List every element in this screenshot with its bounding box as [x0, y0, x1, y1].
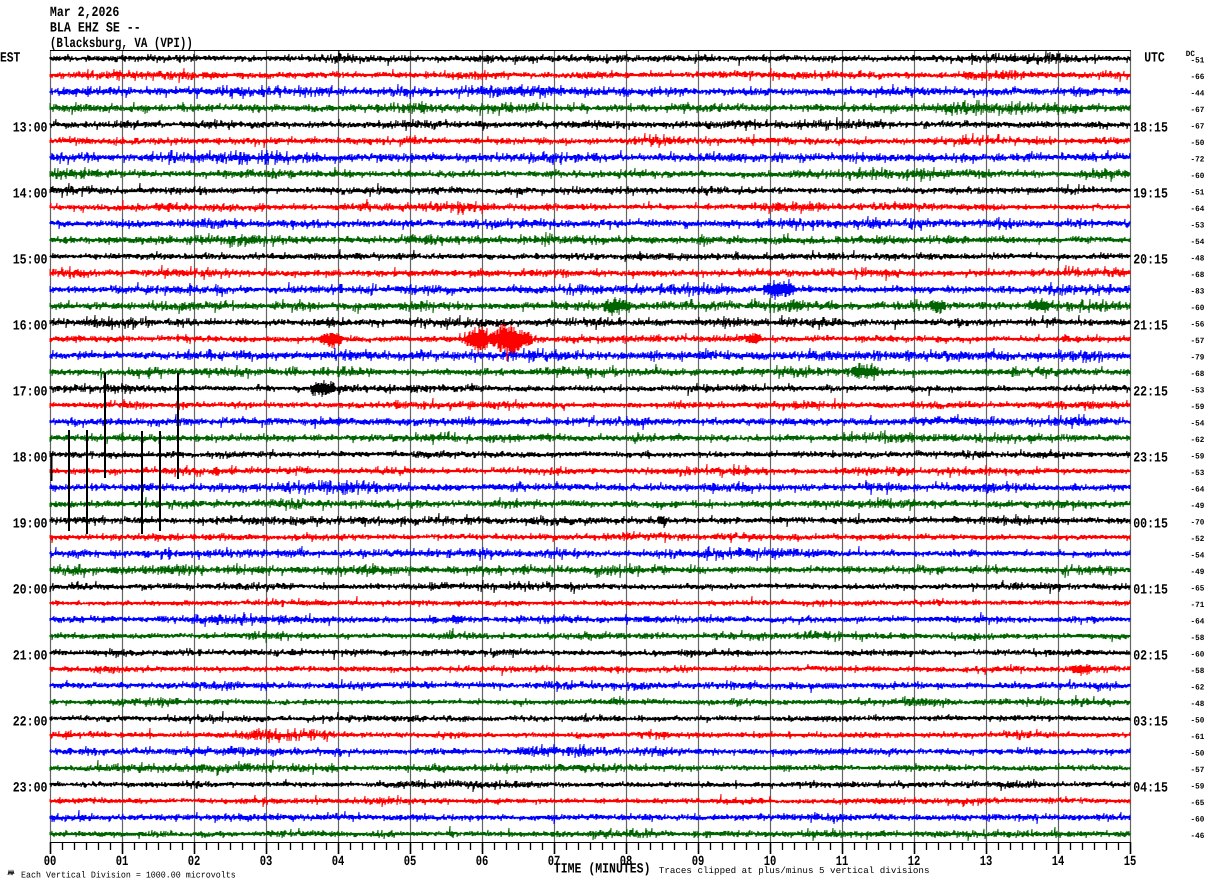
svg-text:14: 14: [1052, 854, 1065, 870]
svg-text:-66: -66: [1191, 73, 1205, 82]
svg-text:04: 04: [332, 854, 345, 870]
svg-text:-48: -48: [1191, 254, 1205, 263]
svg-text:UTC: UTC: [1144, 51, 1165, 67]
svg-text:-59: -59: [1191, 782, 1205, 791]
svg-text:-60: -60: [1191, 172, 1205, 181]
svg-text:-49: -49: [1191, 568, 1205, 577]
svg-text:-64: -64: [1191, 205, 1205, 214]
svg-text:-54: -54: [1191, 551, 1205, 560]
svg-text:-52: -52: [1191, 535, 1205, 544]
svg-text:-83: -83: [1191, 287, 1205, 296]
svg-text:15:00: 15:00: [13, 252, 48, 268]
svg-text:-64: -64: [1191, 617, 1205, 626]
svg-text:22:00: 22:00: [13, 714, 48, 730]
svg-text:16:00: 16:00: [13, 318, 48, 334]
svg-text:05: 05: [404, 854, 417, 870]
svg-text:09: 09: [692, 854, 705, 870]
svg-text:-58: -58: [1191, 634, 1205, 643]
svg-text:-51: -51: [1191, 56, 1205, 65]
svg-text:-53: -53: [1191, 221, 1205, 230]
svg-text:-57: -57: [1191, 337, 1205, 346]
svg-text:10: 10: [764, 854, 777, 870]
svg-text:DC: DC: [1186, 50, 1195, 59]
svg-text:TIME (MINUTES): TIME (MINUTES): [554, 861, 651, 877]
svg-text:22:15: 22:15: [1133, 384, 1168, 400]
svg-text:-79: -79: [1191, 353, 1205, 362]
svg-text:(Blacksburg, VA (VPI)): (Blacksburg, VA (VPI)): [50, 36, 193, 52]
svg-text:-46: -46: [1191, 832, 1205, 841]
svg-text:15: 15: [1124, 854, 1137, 870]
svg-text:-71: -71: [1191, 601, 1205, 610]
svg-text:23:15: 23:15: [1133, 450, 1168, 466]
svg-text:-67: -67: [1191, 106, 1205, 115]
svg-text:23:00: 23:00: [13, 780, 48, 796]
svg-text:Each Vertical Division = 1000.: Each Vertical Division = 1000.00 microvo…: [21, 870, 236, 880]
svg-text:06: 06: [476, 854, 489, 870]
svg-text:18:00: 18:00: [13, 450, 48, 466]
svg-text:02: 02: [188, 854, 201, 870]
svg-text:19:15: 19:15: [1133, 186, 1168, 202]
svg-text:-56: -56: [1191, 320, 1205, 329]
svg-text:14:00: 14:00: [13, 186, 48, 202]
svg-text:11: 11: [836, 854, 849, 870]
svg-text:01: 01: [116, 854, 129, 870]
svg-text:-44: -44: [1191, 89, 1205, 98]
svg-text:-59: -59: [1191, 403, 1205, 412]
svg-text:-61: -61: [1191, 733, 1205, 742]
svg-text:-60: -60: [1191, 815, 1205, 824]
svg-text:Traces clipped at plus/minus 5: Traces clipped at plus/minus 5 vertical …: [659, 866, 930, 876]
svg-text:21:00: 21:00: [13, 648, 48, 664]
svg-text:19:00: 19:00: [13, 516, 48, 532]
svg-text:04:15: 04:15: [1133, 780, 1168, 796]
svg-text:-54: -54: [1191, 238, 1205, 247]
svg-text:-70: -70: [1191, 518, 1205, 527]
svg-text:20:00: 20:00: [13, 582, 48, 598]
svg-text:03:15: 03:15: [1133, 714, 1168, 730]
svg-text:07: 07: [548, 854, 561, 870]
svg-text:00:15: 00:15: [1133, 516, 1168, 532]
svg-text:-50: -50: [1191, 139, 1205, 148]
svg-text:-49: -49: [1191, 502, 1205, 511]
svg-text:20:15: 20:15: [1133, 252, 1168, 268]
svg-text:-68: -68: [1191, 370, 1205, 379]
svg-text:-72: -72: [1191, 155, 1205, 164]
svg-text:00: 00: [44, 854, 57, 870]
svg-text:18:15: 18:15: [1133, 120, 1168, 136]
svg-text:01:15: 01:15: [1133, 582, 1168, 598]
svg-text:-64: -64: [1191, 485, 1205, 494]
svg-text:02:15: 02:15: [1133, 648, 1168, 664]
svg-text:-62: -62: [1191, 683, 1205, 692]
svg-text:-51: -51: [1191, 188, 1205, 197]
svg-text:-57: -57: [1191, 766, 1205, 775]
svg-text:EST: EST: [0, 50, 20, 66]
svg-text:-67: -67: [1191, 122, 1205, 131]
svg-text:-60: -60: [1191, 650, 1205, 659]
svg-text:03: 03: [260, 854, 273, 870]
svg-text:13: 13: [980, 854, 993, 870]
svg-text:-53: -53: [1191, 469, 1205, 478]
svg-text:-65: -65: [1191, 799, 1205, 808]
svg-text:12: 12: [908, 854, 921, 870]
svg-text:-50: -50: [1191, 749, 1205, 758]
svg-text:-62: -62: [1191, 436, 1205, 445]
svg-text:13:00: 13:00: [13, 120, 48, 136]
svg-text:-53: -53: [1191, 386, 1205, 395]
svg-text:21:15: 21:15: [1133, 318, 1168, 334]
svg-text:08: 08: [620, 854, 633, 870]
svg-text:BLA EHZ SE --: BLA EHZ SE --: [50, 21, 141, 37]
svg-text:-68: -68: [1191, 271, 1205, 280]
svg-text:-58: -58: [1191, 667, 1205, 676]
svg-text:-60: -60: [1191, 304, 1205, 313]
svg-text:-54: -54: [1191, 419, 1205, 428]
svg-text:Mar 2,2026: Mar 2,2026: [50, 5, 119, 21]
svg-text:17:00: 17:00: [13, 384, 48, 400]
svg-text:-59: -59: [1191, 452, 1205, 461]
svg-text:-65: -65: [1191, 584, 1205, 593]
svg-text:-50: -50: [1191, 716, 1205, 725]
svg-text:-48: -48: [1191, 700, 1205, 709]
